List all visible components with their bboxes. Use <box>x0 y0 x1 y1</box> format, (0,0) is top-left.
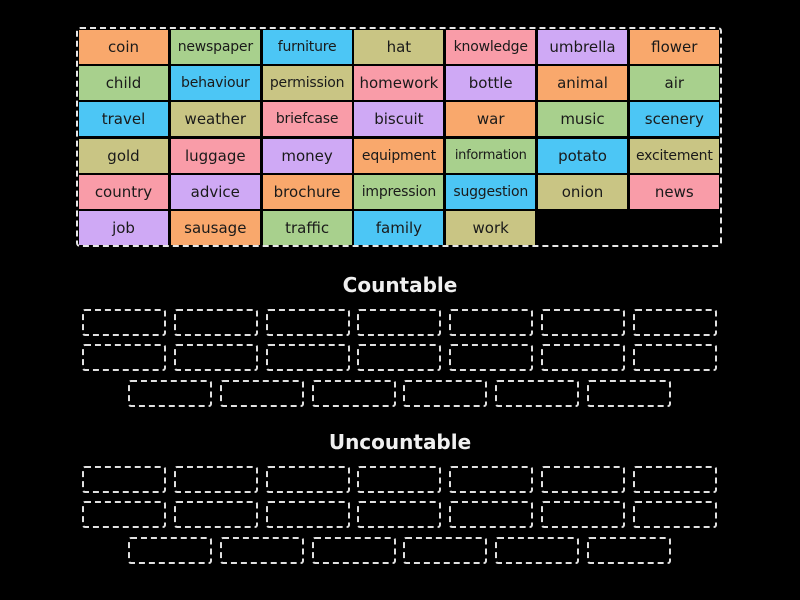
word-tile-war[interactable]: war <box>446 102 536 137</box>
uncountable-drop-slot[interactable] <box>541 501 625 528</box>
uncountable-drop-slot[interactable] <box>173 501 258 528</box>
word-tile-scenery[interactable]: scenery <box>629 102 719 137</box>
group-title-countable: Countable <box>342 273 458 297</box>
uncountable-drop-slot[interactable] <box>495 537 580 564</box>
word-tile-news[interactable]: news <box>629 174 719 209</box>
countable-drop-slot[interactable] <box>173 344 258 371</box>
countable-drop-slot[interactable] <box>82 309 166 336</box>
word-tile-equipment[interactable]: equipment <box>354 138 444 173</box>
word-tile-family[interactable]: family <box>354 211 444 245</box>
countable-drop-slot[interactable] <box>541 344 625 371</box>
uncountable-drop-slot[interactable] <box>632 466 717 493</box>
uncountable-drop-slot[interactable] <box>128 537 212 564</box>
word-tile-music[interactable]: music <box>538 102 627 137</box>
uncountable-drop-slot[interactable] <box>357 466 442 493</box>
uncountable-drop-slot[interactable] <box>449 501 534 528</box>
uncountable-drop-slot[interactable] <box>311 537 396 564</box>
word-tile-excitement[interactable]: excitement <box>629 138 719 173</box>
uncountable-drop-slot[interactable] <box>632 501 717 528</box>
word-tile-suggestion[interactable]: suggestion <box>446 174 536 209</box>
word-tile-job[interactable]: job <box>79 211 168 245</box>
word-tile-money[interactable]: money <box>262 138 352 173</box>
uncountable-drop-slot[interactable] <box>541 466 625 493</box>
countable-drop-slot[interactable] <box>82 344 166 371</box>
uncountable-drop-slot[interactable] <box>587 537 671 564</box>
uncountable-drop-slot[interactable] <box>219 537 304 564</box>
word-tile-bottle[interactable]: bottle <box>446 66 536 101</box>
countable-drop-slot[interactable] <box>357 309 442 336</box>
word-tile-hat[interactable]: hat <box>354 30 444 64</box>
word-tile-country[interactable]: country <box>79 174 168 209</box>
word-tile-travel[interactable]: travel <box>79 102 168 137</box>
word-tile-air[interactable]: air <box>629 66 719 101</box>
word-tile-knowledge[interactable]: knowledge <box>446 30 536 64</box>
word-tile-flower[interactable]: flower <box>629 30 719 64</box>
word-tile-biscuit[interactable]: biscuit <box>354 102 444 137</box>
word-tile-permission[interactable]: permission <box>262 66 352 101</box>
uncountable-drop-slot[interactable] <box>82 466 166 493</box>
word-tile-coin[interactable]: coin <box>79 30 168 64</box>
countable-drop-slot[interactable] <box>449 309 534 336</box>
word-tile-animal[interactable]: animal <box>538 66 627 101</box>
group-title-uncountable: Uncountable <box>328 430 472 454</box>
countable-drop-slot[interactable] <box>587 380 671 407</box>
countable-drop-slot[interactable] <box>632 344 717 371</box>
uncountable-drop-slot[interactable] <box>82 501 166 528</box>
word-tile-brochure[interactable]: brochure <box>262 174 352 209</box>
countable-drop-slot[interactable] <box>357 344 442 371</box>
countable-drop-slot[interactable] <box>311 380 396 407</box>
uncountable-drop-slot[interactable] <box>265 466 350 493</box>
word-tile-sausage[interactable]: sausage <box>170 211 260 245</box>
countable-drop-slot[interactable] <box>265 344 350 371</box>
word-tile-impression[interactable]: impression <box>354 174 444 209</box>
countable-drop-slot[interactable] <box>541 309 625 336</box>
word-tile-onion[interactable]: onion <box>538 174 627 209</box>
uncountable-drop-slot[interactable] <box>265 501 350 528</box>
word-tile-information[interactable]: information <box>446 138 536 173</box>
word-tile-potato[interactable]: potato <box>538 138 627 173</box>
countable-drop-slot[interactable] <box>495 380 580 407</box>
countable-drop-slot[interactable] <box>128 380 212 407</box>
word-tile-child[interactable]: child <box>79 66 168 101</box>
word-tile-work[interactable]: work <box>446 211 536 245</box>
countable-drop-slot[interactable] <box>265 309 350 336</box>
countable-drop-slot[interactable] <box>219 380 304 407</box>
countable-drop-slot[interactable] <box>403 380 488 407</box>
word-tile-luggage[interactable]: luggage <box>170 138 260 173</box>
uncountable-drop-slot[interactable] <box>173 466 258 493</box>
word-tile-newspaper[interactable]: newspaper <box>170 30 260 64</box>
word-tile-weather[interactable]: weather <box>170 102 260 137</box>
word-tile-behaviour[interactable]: behaviour <box>170 66 260 101</box>
countable-drop-slot[interactable] <box>449 344 534 371</box>
word-tile-gold[interactable]: gold <box>79 138 168 173</box>
word-tile-briefcase[interactable]: briefcase <box>262 102 352 137</box>
word-tile-umbrella[interactable]: umbrella <box>538 30 627 64</box>
word-tile-furniture[interactable]: furniture <box>262 30 352 64</box>
word-tile-homework[interactable]: homework <box>354 66 444 101</box>
countable-drop-slot[interactable] <box>632 309 717 336</box>
uncountable-drop-slot[interactable] <box>357 501 442 528</box>
word-tile-traffic[interactable]: traffic <box>262 211 352 245</box>
countable-drop-slot[interactable] <box>173 309 258 336</box>
uncountable-drop-slot[interactable] <box>403 537 488 564</box>
word-tray <box>76 27 722 247</box>
uncountable-drop-slot[interactable] <box>449 466 534 493</box>
word-tile-advice[interactable]: advice <box>170 174 260 209</box>
